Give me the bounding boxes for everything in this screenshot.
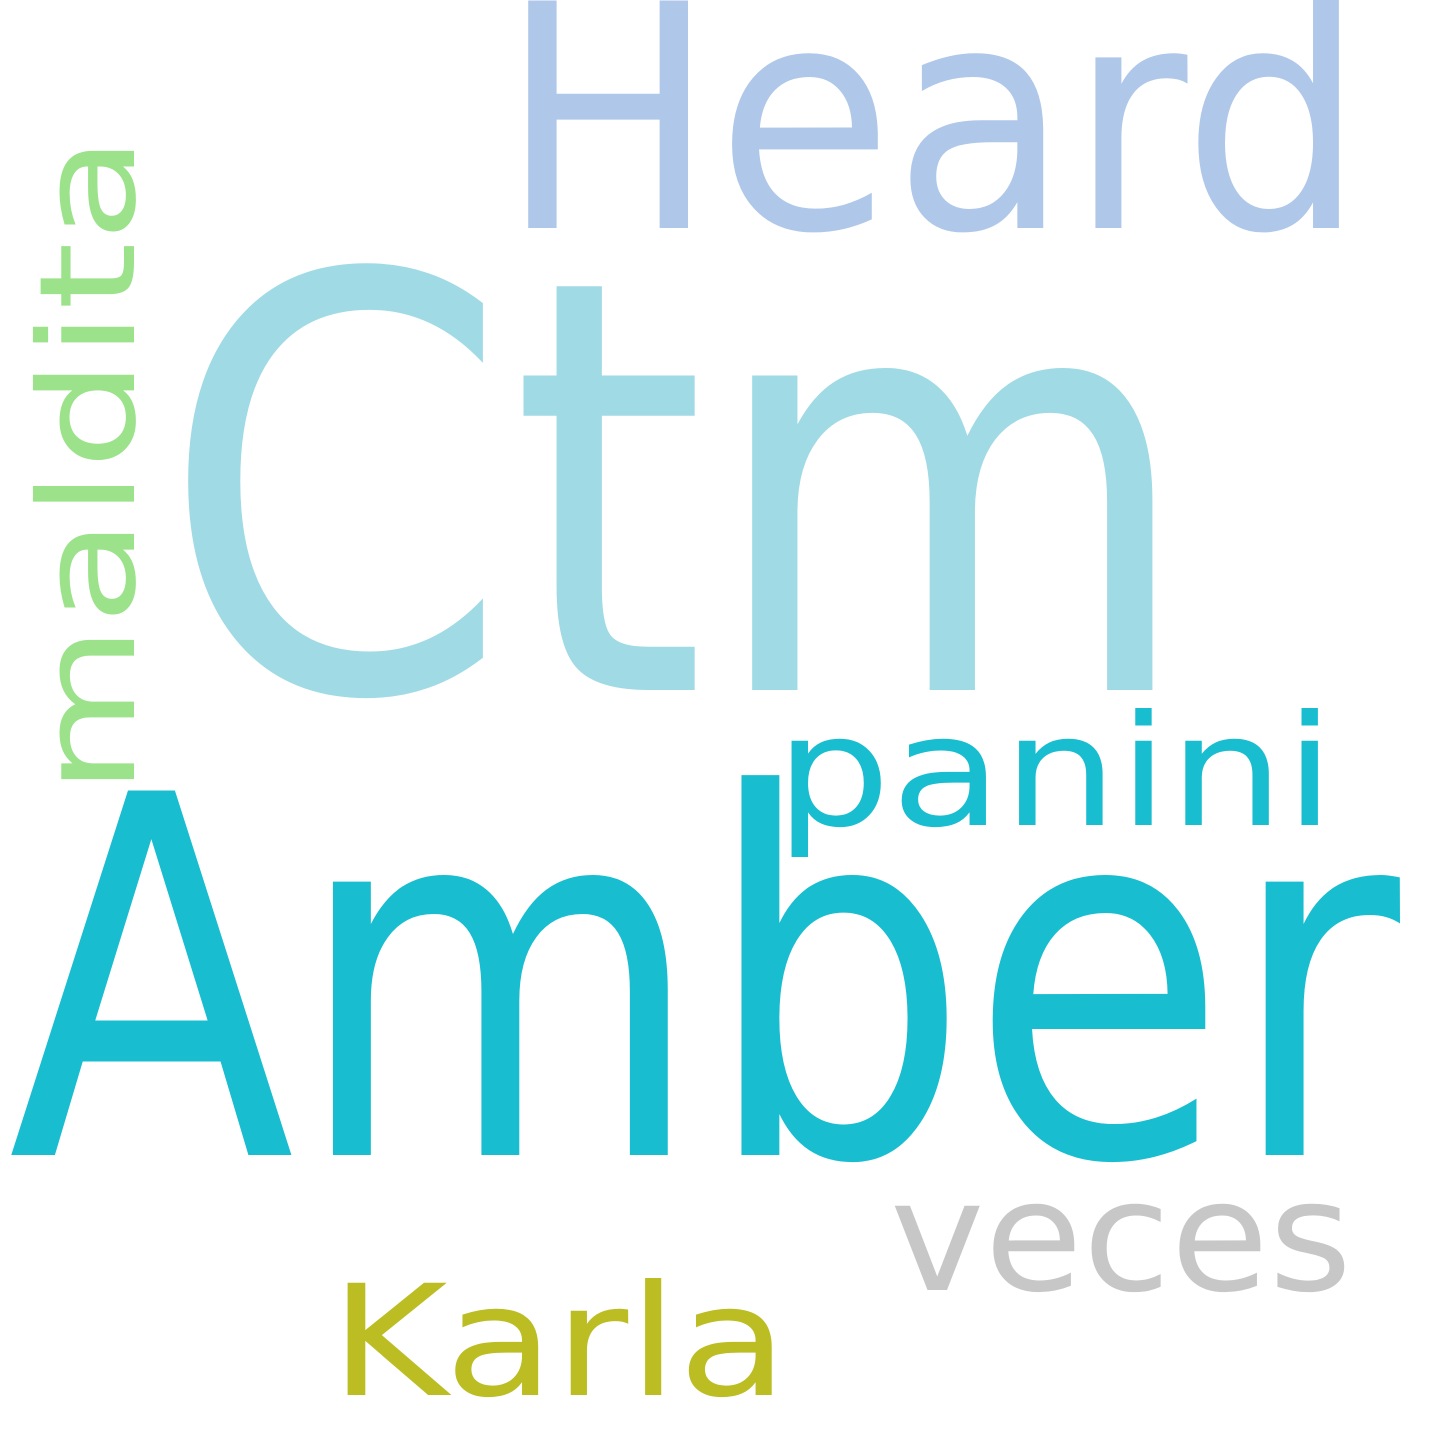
word-heard: Heard [500, 0, 1365, 302]
word-karla: Karla [330, 1253, 788, 1432]
word-ctm: Ctm [160, 156, 1195, 826]
word-veces: veces [890, 1148, 1352, 1327]
word-maldita: maldita [12, 135, 166, 795]
word-panini: panini [775, 683, 1335, 862]
word-amber: Amber [8, 691, 1405, 1273]
